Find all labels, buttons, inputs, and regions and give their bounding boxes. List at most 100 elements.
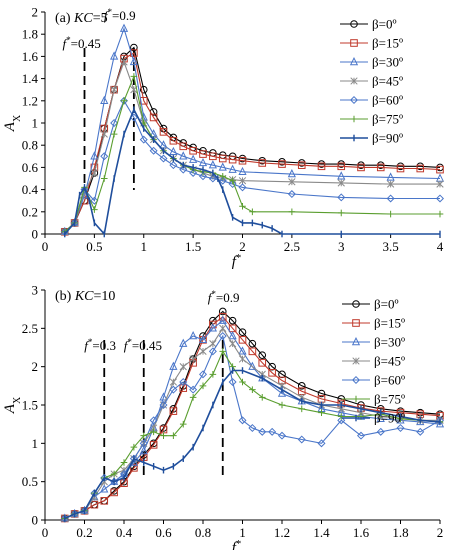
- marker-triangle: [189, 154, 198, 163]
- panel-label: (b) KC=10: [55, 289, 115, 304]
- marker-square: [130, 464, 138, 472]
- marker-plus: [387, 210, 394, 218]
- marker-diamond: [149, 146, 158, 155]
- marker-circle: [317, 389, 326, 398]
- marker-triangle: [218, 162, 227, 171]
- marker-diamond: [149, 416, 158, 425]
- marker-square: [268, 369, 276, 377]
- marker-diamond: [198, 370, 208, 379]
- marker-circle: [218, 307, 227, 316]
- legend-label: β=75º: [372, 112, 403, 127]
- marker-star: [189, 355, 197, 363]
- legend-item: β=0º: [342, 297, 398, 312]
- x-tick-label: 1.5: [185, 239, 201, 254]
- x-tick-label: 3.5: [383, 239, 399, 254]
- legend-item: β=30º: [342, 335, 405, 350]
- marker-diamond: [90, 196, 99, 205]
- x-tick-label: 0: [42, 525, 49, 540]
- marker-circle: [350, 20, 358, 28]
- marker-plus: [110, 130, 118, 138]
- marker-star: [337, 179, 345, 187]
- legend-item: β=15º: [340, 36, 403, 51]
- marker-triangle: [139, 445, 148, 455]
- marker-square: [436, 165, 444, 174]
- x-tick-label: 0.8: [195, 525, 211, 540]
- y-tick-label: 0.2: [22, 204, 38, 219]
- marker-diamond: [159, 400, 168, 410]
- legend-label: β=15º: [374, 316, 405, 331]
- marker-square: [337, 162, 346, 171]
- y-tick-label: 0: [32, 513, 39, 528]
- legend-label: β=90º: [372, 131, 403, 146]
- marker-circle: [130, 43, 138, 52]
- x-axis-label: f*: [232, 539, 241, 550]
- marker-circle: [228, 316, 237, 325]
- marker-triangle: [90, 151, 99, 160]
- marker-plus: [278, 401, 286, 409]
- marker-diamond: [139, 135, 148, 144]
- marker-star: [209, 340, 217, 348]
- marker-diamond: [169, 161, 178, 170]
- marker-plus: [170, 432, 177, 439]
- marker-square: [228, 155, 237, 164]
- y-tick-label: 1: [32, 436, 39, 451]
- marker-star: [228, 340, 237, 348]
- marker-square: [90, 500, 99, 509]
- marker-circle: [352, 300, 360, 308]
- marker-circle: [238, 328, 247, 336]
- reference-line-label: f*=0.45: [63, 35, 101, 51]
- x-tick-label: 1.2: [274, 525, 290, 540]
- marker-square: [209, 152, 217, 161]
- legend-item: β=75º: [340, 112, 403, 127]
- x-tick-label: 2: [437, 525, 444, 540]
- marker-square: [350, 39, 358, 47]
- y-tick-label: 1.5: [22, 398, 38, 413]
- marker-star: [238, 355, 247, 363]
- marker-star: [219, 324, 227, 332]
- marker-plus: [179, 420, 187, 428]
- legend-label: β=0º: [374, 297, 398, 312]
- marker-triangle: [386, 172, 395, 181]
- panel-label: (a) KC=5: [55, 11, 108, 26]
- y-tick-label: 0.4: [22, 182, 39, 197]
- marker-diamond: [268, 427, 277, 436]
- marker-triangle: [110, 51, 119, 60]
- marker-diamond: [228, 377, 237, 387]
- legend-item: β=60º: [342, 373, 405, 388]
- marker-diamond: [218, 331, 227, 341]
- legend-label: β=30º: [374, 335, 405, 350]
- legend-item: β=0º: [340, 17, 396, 32]
- marker-plus: [110, 470, 118, 478]
- marker-star: [386, 180, 395, 188]
- marker-plus: [130, 73, 138, 80]
- marker-triangle: [238, 166, 247, 176]
- marker-triangle: [351, 336, 361, 346]
- marker-diamond: [238, 416, 247, 425]
- marker-square: [218, 154, 227, 163]
- marker-square: [238, 336, 247, 344]
- marker-square: [258, 359, 267, 367]
- marker-square: [376, 163, 385, 172]
- marker-diamond: [416, 427, 425, 436]
- marker-triangle: [169, 146, 178, 156]
- series-line: [64, 107, 440, 236]
- marker-diamond: [386, 194, 395, 203]
- series-line: [64, 350, 441, 519]
- marker-plus: [120, 97, 128, 105]
- x-tick-label: 3: [338, 239, 345, 254]
- marker-triangle: [179, 338, 188, 347]
- marker-square: [258, 159, 267, 167]
- marker-plus: [239, 202, 246, 210]
- marker-plus: [249, 208, 256, 216]
- y-tick-label: 1: [32, 116, 39, 131]
- marker-triangle: [287, 169, 296, 178]
- marker-square: [238, 156, 247, 165]
- marker-square: [297, 161, 306, 169]
- y-tick-label: 2: [32, 359, 39, 374]
- marker-triangle: [198, 334, 208, 344]
- marker-circle: [258, 351, 267, 359]
- series-3: [60, 23, 445, 235]
- marker-plus: [337, 413, 345, 420]
- legend-item: β=75º: [342, 392, 405, 407]
- marker-diamond: [218, 176, 227, 185]
